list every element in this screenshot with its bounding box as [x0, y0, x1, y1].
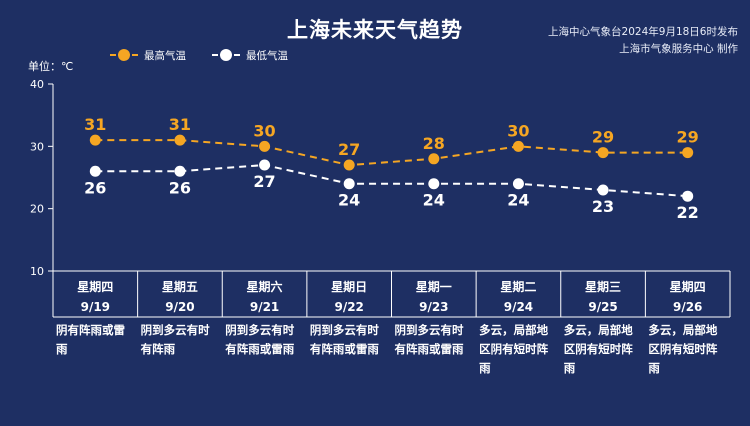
legend-item-high: 最高气温 — [110, 48, 186, 63]
x-date-label: 9/23 — [419, 300, 448, 314]
high-temp-label: 28 — [423, 134, 445, 153]
x-date-label: 9/24 — [504, 300, 533, 314]
y-tick-label: 30 — [30, 140, 44, 153]
low-temp-label: 26 — [84, 178, 106, 197]
low-temp-point — [343, 178, 355, 190]
high-temp-label: 30 — [253, 121, 275, 140]
high-temp-point — [259, 140, 271, 152]
low-temp-point — [259, 159, 271, 171]
x-date-label: 9/25 — [588, 300, 617, 314]
x-date-label: 9/20 — [165, 300, 194, 314]
high-temp-point — [89, 134, 101, 146]
legend-high-swatch — [110, 49, 138, 61]
low-temp-line — [95, 164, 688, 198]
y-tick-label: 10 — [30, 265, 44, 278]
low-temp-point — [174, 165, 186, 177]
x-date-label: 9/19 — [81, 300, 110, 314]
low-temp-label: 27 — [253, 172, 275, 191]
chart-title: 上海未来天气趋势 — [287, 18, 463, 42]
x-weekday-label: 星期三 — [585, 279, 621, 294]
high-temp-point — [343, 159, 355, 171]
y-tick-label: 40 — [30, 78, 44, 91]
weather-desc-1: 阴到多云有时有阵雨 — [140, 323, 210, 356]
high-temp-point — [428, 153, 440, 165]
x-weekday-label: 星期六 — [247, 279, 283, 294]
low-temp-point — [89, 165, 101, 177]
source-line-maker: 上海市气象服务中心 制作 — [619, 43, 738, 55]
x-weekday-label: 星期二 — [500, 279, 536, 294]
legend-low-swatch — [212, 49, 240, 61]
low-temp-label: 23 — [592, 197, 614, 216]
weather-desc-6: 多云，局部地区阴有短时阵雨 — [563, 323, 633, 375]
x-weekday-label: 星期四 — [77, 279, 113, 294]
high-temp-point — [682, 147, 694, 159]
weather-desc-7: 多云，局部地区阴有短时阵雨 — [648, 323, 718, 375]
high-temp-label: 31 — [169, 115, 191, 134]
high-temp-line — [95, 139, 688, 167]
x-weekday-label: 星期五 — [162, 279, 198, 294]
high-temp-point — [597, 147, 609, 159]
weather-desc-0: 阴有阵雨或雷雨 — [56, 323, 125, 356]
low-temp-point — [512, 178, 524, 190]
high-temp-label: 30 — [507, 121, 529, 140]
low-temp-label: 24 — [507, 191, 529, 210]
source-note: 上海中心气象台2024年9月18日6时发布 上海市气象服务中心 制作 — [548, 24, 738, 58]
high-temp-label: 29 — [592, 128, 614, 147]
source-line-issuer: 上海中心气象台2024年9月18日6时发布 — [548, 26, 738, 38]
low-temp-point — [428, 178, 440, 190]
y-tick-label: 20 — [30, 203, 44, 216]
weather-desc-3: 阴到多云有时有阵雨或雷雨 — [309, 323, 379, 356]
unit-label: 单位：℃ — [28, 60, 74, 73]
x-date-label: 9/26 — [673, 300, 702, 314]
low-temp-label: 24 — [423, 191, 445, 210]
x-weekday-label: 星期四 — [670, 279, 706, 294]
weather-desc-2: 阴到多云有时有阵雨或雷雨 — [225, 323, 295, 356]
high-temp-point — [512, 140, 524, 152]
legend: 最高气温 最低气温 — [110, 46, 288, 64]
legend-low-label: 最低气温 — [246, 49, 288, 62]
low-temp-point — [597, 184, 609, 196]
high-temp-label: 27 — [338, 140, 360, 159]
low-temp-label: 26 — [169, 178, 191, 197]
high-temp-point — [174, 134, 186, 146]
high-temp-label: 29 — [677, 128, 699, 147]
low-temp-label: 24 — [338, 191, 360, 210]
legend-high-label: 最高气温 — [144, 49, 186, 62]
x-weekday-label: 星期日 — [331, 279, 367, 294]
low-temp-label: 22 — [677, 203, 699, 222]
x-weekday-label: 星期一 — [416, 279, 452, 294]
high-temp-label: 31 — [84, 115, 106, 134]
weather-desc-4: 阴到多云有时有阵雨或雷雨 — [394, 323, 464, 356]
x-date-label: 9/22 — [334, 300, 363, 314]
weather-desc-5: 多云，局部地区阴有短时阵雨 — [479, 323, 549, 375]
legend-item-low: 最低气温 — [212, 48, 288, 63]
low-temp-point — [682, 190, 694, 202]
x-date-label: 9/21 — [250, 300, 279, 314]
